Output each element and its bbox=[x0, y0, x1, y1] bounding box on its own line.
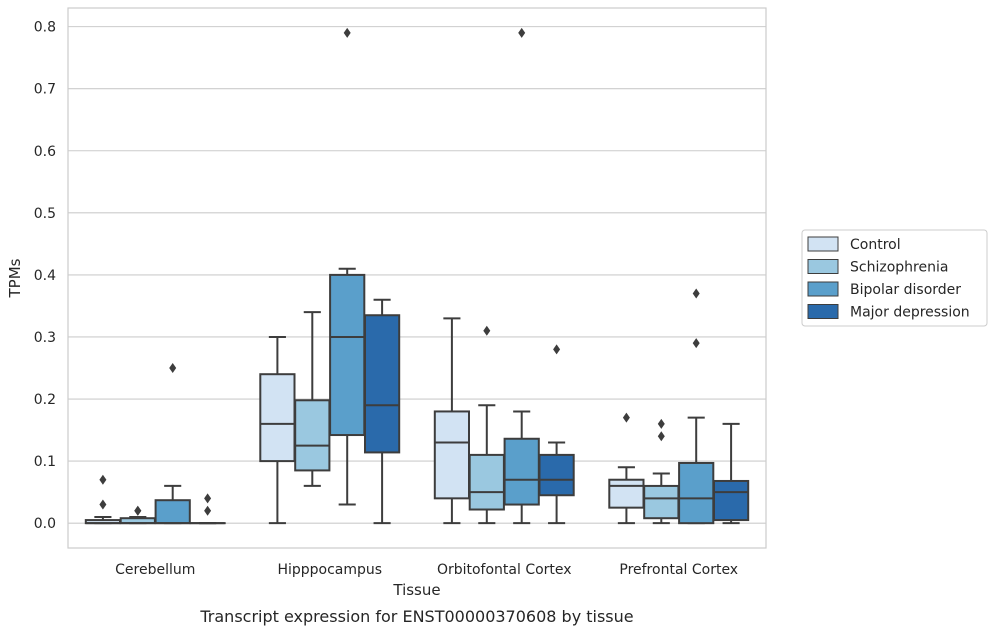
y-tick-label: 0.3 bbox=[34, 330, 56, 346]
box-iqr bbox=[503, 437, 540, 506]
box-iqr bbox=[712, 479, 750, 522]
plot-frame bbox=[67, 7, 767, 549]
box-iqr bbox=[538, 453, 575, 497]
legend-entry: Control bbox=[850, 237, 901, 253]
box-schizophrenia bbox=[643, 418, 680, 525]
y-axis-label: TPMs bbox=[6, 258, 24, 298]
x-tick-label: Cerebellum bbox=[115, 562, 195, 578]
legend-frame bbox=[801, 229, 988, 327]
box-bipolar-disorder bbox=[329, 27, 366, 506]
box-control bbox=[259, 335, 296, 525]
box-control bbox=[84, 474, 122, 525]
box-iqr bbox=[643, 484, 680, 520]
outlier-point bbox=[343, 27, 351, 38]
x-tick-label: Hipppocampus bbox=[277, 562, 382, 578]
x-tick-labels: Cerebellum Hipppocampus Orbitofontal Corte… bbox=[115, 562, 738, 578]
outlier-point bbox=[204, 493, 212, 504]
box-schizophrenia bbox=[468, 325, 505, 525]
legend: Control Schizophrenia Bipolar disorder Majo… bbox=[801, 229, 988, 327]
y-tick-label: 0.0 bbox=[34, 516, 56, 532]
legend-entry: Major depression bbox=[850, 305, 970, 321]
box-major-depression bbox=[712, 422, 750, 525]
y-tick-label: 0.6 bbox=[34, 144, 56, 160]
box-major-depression bbox=[363, 298, 401, 525]
box-iqr bbox=[154, 499, 191, 525]
outlier-point bbox=[483, 325, 491, 336]
box-iqr bbox=[363, 314, 401, 454]
box-major-depression bbox=[538, 344, 575, 525]
outlier-point bbox=[657, 431, 665, 442]
outlier-point bbox=[99, 474, 107, 485]
box-control bbox=[433, 317, 471, 525]
box-iqr bbox=[433, 410, 471, 500]
box-schizophrenia bbox=[294, 311, 331, 487]
box-bipolar-disorder bbox=[154, 363, 191, 525]
outlier-point bbox=[657, 418, 665, 429]
outlier-point bbox=[204, 505, 212, 516]
legend-swatch bbox=[807, 304, 839, 319]
box-iqr bbox=[468, 453, 505, 511]
x-axis-label: Tissue bbox=[392, 581, 440, 599]
x-tick-label: Orbitofontal Cortex bbox=[437, 562, 572, 578]
box-iqr bbox=[259, 373, 296, 463]
outlier-point bbox=[99, 499, 107, 510]
y-tick-label: 0.5 bbox=[34, 206, 56, 222]
legend-swatch bbox=[807, 281, 839, 297]
y-tick-labels: 0.0 0.1 0.2 0.3 0.4 0.5 0.6 0.7 0.8 bbox=[34, 20, 56, 533]
y-tick-label: 0.2 bbox=[34, 392, 56, 408]
outlier-point bbox=[692, 288, 700, 299]
box-major-depression bbox=[189, 493, 226, 525]
legend-entry: Bipolar disorder bbox=[850, 282, 961, 298]
box-iqr bbox=[678, 461, 715, 525]
box-groups bbox=[84, 27, 750, 525]
box-iqr bbox=[608, 478, 645, 509]
outlier-point bbox=[692, 338, 700, 349]
legend-entry: Schizophrenia bbox=[850, 260, 948, 276]
y-tick-label: 0.1 bbox=[34, 454, 56, 470]
box-iqr bbox=[329, 273, 366, 437]
legend-swatch bbox=[807, 236, 839, 252]
figure-caption: Transcript expression for ENST0000037060… bbox=[199, 607, 633, 626]
legend-swatch bbox=[807, 259, 839, 274]
y-tick-label: 0.4 bbox=[34, 268, 56, 284]
outlier-point bbox=[622, 412, 630, 423]
x-tick-label: Prefrontal Cortex bbox=[619, 562, 738, 578]
outlier-point bbox=[134, 505, 142, 516]
y-tick-label: 0.8 bbox=[34, 20, 56, 36]
outlier-point bbox=[553, 344, 561, 355]
box-iqr bbox=[294, 399, 331, 472]
outlier-point bbox=[518, 27, 526, 38]
box-control bbox=[608, 412, 645, 525]
outlier-point bbox=[169, 363, 177, 373]
y-tick-label: 0.7 bbox=[34, 82, 56, 98]
